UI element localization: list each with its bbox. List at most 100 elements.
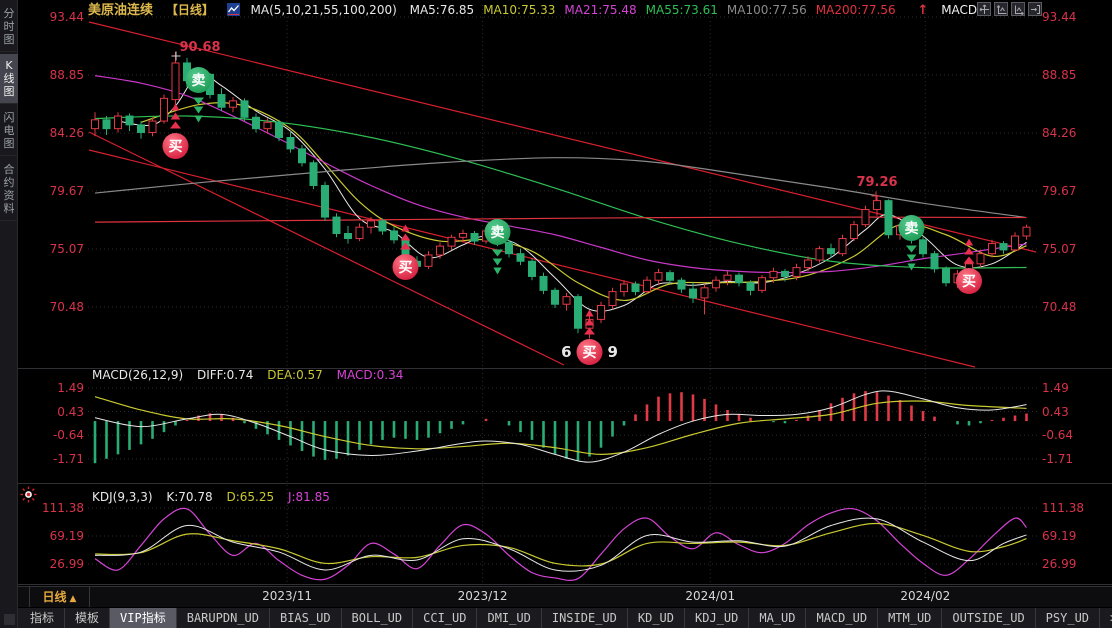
svg-text:买: 买 — [583, 345, 597, 361]
kdj-pane-header: KDJ(9,3,3) K:70.78 D:65.25 J:81.85 — [92, 490, 340, 504]
move-icon[interactable] — [977, 2, 991, 16]
axis-label: 88.85 — [1042, 67, 1077, 82]
bottom-tab[interactable]: KD_UD — [628, 608, 685, 628]
svg-text:9: 9 — [608, 343, 618, 361]
date-label: 2024/01 — [685, 589, 736, 603]
pane-collapse-icon[interactable] — [1028, 2, 1042, 16]
axis-label: -1.71 — [1042, 452, 1074, 466]
left-sidebar: 分时图 K线图 闪电图 合约资料 — [0, 0, 18, 628]
axis-label: 1.49 — [1042, 381, 1069, 395]
axis-label: 88.85 — [49, 67, 84, 82]
axis-label: 70.48 — [1042, 300, 1077, 314]
svg-text:买: 买 — [169, 139, 183, 155]
svg-text:卖: 卖 — [192, 72, 206, 89]
bottom-tab[interactable]: BOLL_UD — [342, 608, 414, 628]
bottom-tab[interactable]: OUTSIDE_UD — [942, 608, 1036, 628]
svg-text:79.26: 79.26 — [856, 175, 897, 190]
period-label: 日线 — [42, 590, 67, 604]
axis-label: 79.67 — [49, 183, 84, 198]
sidebar-item-label: 合约资料 — [3, 163, 15, 215]
ma-value: MA55:73.61 — [645, 3, 718, 17]
indicator-name: MACD — [941, 3, 978, 17]
bottom-tab[interactable]: MA_UD — [749, 608, 807, 628]
axis-label: 0.43 — [57, 404, 84, 419]
ma-values: MA5:76.85 MA10:75.33 MA21:75.48 MA55:73.61 M… — [410, 3, 905, 17]
bottom-tab[interactable]: 模板 — [65, 608, 111, 628]
axis-label: 26.99 — [1042, 557, 1077, 571]
svg-text:卖: 卖 — [905, 220, 919, 237]
macd-pane-header: MACD(26,12,9) DIFF:0.74 DEA:0.57 MACD:0.… — [92, 368, 413, 382]
symbol-name: 美原油连续 — [88, 3, 154, 18]
chart-toolbar — [977, 2, 1042, 16]
axis-label: 93.44 — [49, 10, 84, 24]
date-label: 2024/02 — [900, 589, 951, 603]
bottom-tab[interactable]: MACD_UD — [806, 608, 879, 628]
svg-text:买: 买 — [962, 274, 976, 290]
sidebar-item-contract-info[interactable]: 合约资料 — [0, 158, 18, 221]
sidebar-item-kline-chart[interactable]: K线图 — [0, 54, 18, 104]
bottom-tab[interactable]: DMI_UD — [477, 608, 542, 628]
svg-text:6: 6 — [561, 343, 571, 361]
svg-text:买: 买 — [399, 260, 413, 276]
axis-label: 84.26 — [49, 125, 84, 140]
period-selector[interactable]: 日线 ▲ — [29, 587, 90, 608]
axis-label: 111.38 — [42, 501, 84, 515]
macd-diff-value: DIFF:0.74 — [196, 368, 254, 382]
bottom-tab[interactable]: INSIDE_UD — [542, 608, 628, 628]
axis-label: 69.19 — [49, 528, 84, 543]
scale-axis-right-icon[interactable] — [1011, 2, 1025, 16]
axis-label: 111.38 — [1042, 501, 1084, 515]
axis-label: 93.44 — [1042, 10, 1077, 24]
bottom-tab[interactable]: PSY_UD — [1036, 608, 1101, 628]
macd-value: MACD:0.34 — [336, 368, 404, 382]
time-axis-strip: 日线 ▲ 2023/11 2023/12 2024/01 2024/02 — [18, 586, 1112, 608]
sidebar-item-label: 闪电图 — [3, 111, 15, 150]
indicator-tabs: 指标 模板 VIP指标 BARUPDN_UD BIAS_UD BOLL_UD CCI_UD D… — [20, 608, 1112, 628]
chart-type-icon — [226, 3, 244, 19]
bottom-tab[interactable]: KDJ_UD — [685, 608, 750, 628]
bottom-tab[interactable]: BARUPDN_UD — [177, 608, 270, 628]
ma-value: MA5:76.85 — [409, 3, 475, 17]
axis-label: 84.26 — [1042, 125, 1077, 140]
sidebar-item-lightning-chart[interactable]: 闪电图 — [0, 106, 18, 156]
axis-label: 0.43 — [1042, 404, 1069, 419]
ma-value: MA10:75.33 — [483, 3, 556, 17]
axis-label: 70.48 — [49, 300, 84, 314]
indicator-alert-icon[interactable] — [20, 486, 37, 503]
bottom-tab[interactable]: >> — [1100, 608, 1112, 628]
ma-value: MA21:75.48 — [564, 3, 637, 17]
svg-text:90.68: 90.68 — [179, 40, 220, 55]
kdj-params: KDJ(9,3,3) — [92, 490, 153, 504]
sidebar-item-label: K线图 — [3, 59, 15, 98]
corner-handle[interactable] — [4, 614, 15, 625]
kdj-d-value: D:65.25 — [226, 490, 275, 504]
macd-params: MACD(26,12,9) — [92, 368, 184, 382]
ma-value: MA100:77.56 — [726, 3, 807, 17]
period-tag: 【日线】 — [165, 3, 214, 17]
bottom-tab[interactable]: 指标 — [20, 608, 66, 628]
indicator-tab-bar: 指标 模板 VIP指标 BARUPDN_UD BIAS_UD BOLL_UD CCI_UD D… — [18, 607, 1112, 628]
axis-label: -1.71 — [52, 452, 84, 466]
sidebar-item-label: 分时图 — [3, 7, 15, 46]
date-label: 2023/12 — [457, 589, 508, 603]
axis-label: 75.07 — [1042, 242, 1077, 257]
ma-value: MA200:77.56 — [815, 3, 896, 17]
chart-header: 美原油连续 【日线】 MA(5,10,21,55,100,200) MA5:76… — [88, 2, 986, 18]
kdj-j-value: J:81.85 — [287, 490, 330, 504]
scale-axis-left-icon[interactable] — [994, 2, 1008, 16]
bottom-tab[interactable]: MTM_UD — [878, 608, 943, 628]
axis-label: 1.49 — [57, 381, 84, 395]
kdj-k-value: K:70.78 — [166, 490, 213, 504]
bottom-tab[interactable]: VIP指标 — [110, 608, 177, 628]
axis-label: -0.64 — [52, 428, 84, 443]
period-dropdown-arrow: ▲ — [69, 594, 77, 604]
svg-text:卖: 卖 — [491, 224, 505, 241]
axis-label: -0.64 — [1042, 428, 1074, 443]
ma-settings-label: MA(5,10,21,55,100,200) — [250, 3, 397, 17]
bottom-tab[interactable]: CCI_UD — [413, 608, 478, 628]
sidebar-item-time-chart[interactable]: 分时图 — [0, 2, 18, 52]
axis-label: 26.99 — [49, 557, 84, 571]
macd-dea-value: DEA:0.57 — [267, 368, 323, 382]
bottom-tab[interactable]: BIAS_UD — [270, 608, 342, 628]
